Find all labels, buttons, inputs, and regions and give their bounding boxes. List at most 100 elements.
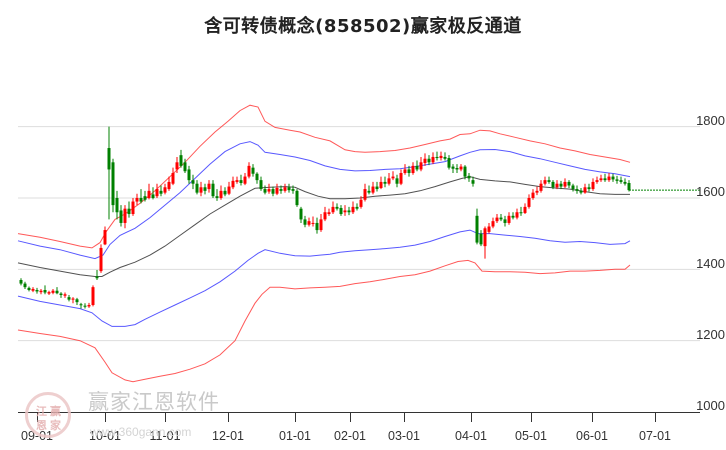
candle-up [123,208,127,223]
candle-up [535,190,539,193]
candle-down [223,190,227,195]
candle-up [207,183,211,190]
candle-down [375,186,379,190]
candle-down [159,190,163,194]
candle-down [263,189,267,193]
candle-down [615,179,619,181]
candle-up [391,176,395,179]
candle-down [551,181,555,188]
candle-up [135,197,139,202]
x-tick-label: 11-01 [149,429,181,443]
x-tick-label: 12-01 [212,429,244,443]
candle-up [283,187,287,191]
candle-down [567,181,571,186]
candle-down [455,168,459,170]
candle-up [523,206,527,213]
candle-down [315,222,319,231]
candle-up [327,212,331,215]
candle-down [27,287,31,291]
candle-up [419,162,423,170]
candle-up [171,173,175,184]
candle-up [231,180,235,188]
candle-down [447,158,451,168]
candle-up [595,180,599,182]
x-tick-label: 04-01 [455,429,487,443]
candle-up [607,176,611,181]
watermark-logo: 江 赢 恩 家 [25,392,71,438]
candle-up [31,288,35,291]
candle-down [35,290,39,292]
candle-down [603,178,607,181]
candle-down [587,187,591,190]
candle-down [579,190,583,193]
candle-down [127,208,131,215]
candle-up [439,155,443,159]
candle-up [491,221,495,227]
candle-up [235,180,239,182]
candle-down [139,197,143,202]
candle-down [575,189,579,191]
candle-down [559,183,563,187]
candle-down [471,180,475,184]
candle-up [515,212,519,218]
candle-down [355,206,359,209]
chart-title: 含可转债概念(858502)赢家极反通道 [204,16,522,37]
candle-up [99,247,103,272]
y-tick-label: 1400 [696,256,725,271]
x-tick-label: 06-01 [576,429,608,443]
candle-down [299,208,303,220]
candle-up [311,222,315,224]
y-tick-label: 1800 [696,113,725,128]
candle-down [23,283,27,288]
candle-down [295,190,299,206]
candle-down [303,219,307,225]
candle-down [407,169,411,174]
candle-down [475,215,479,243]
candle-down [627,182,631,191]
candle-up [555,183,559,188]
candle-up [399,173,403,184]
candle-up [331,206,335,213]
candle-up [71,298,75,300]
candle-up [411,165,415,174]
candle-up [91,287,95,305]
candle-down [107,148,111,170]
candle-down [255,173,259,181]
candle-up [543,180,547,184]
candle-down [111,162,115,206]
candle-down [191,180,195,184]
candle-down [291,189,295,191]
band-line-middle [17,176,630,277]
candle-up [63,294,67,296]
candle-up [323,212,327,220]
candle-down [183,162,187,172]
candle-up [371,186,375,193]
candle-down [463,166,467,177]
candle-down [499,217,503,220]
candle-down [511,215,515,218]
band-line-inner-lower [17,229,631,327]
candle-up [431,156,435,163]
candle-up [379,181,383,188]
candle-down [203,187,207,191]
candle-down [519,212,523,214]
candle-down [75,299,79,303]
watermark-url: www.360gann.com [90,425,192,439]
candle-down [195,183,199,193]
candle-down [279,189,283,191]
candle-down [479,233,483,245]
candle-down [19,280,23,284]
candle-down [547,180,551,182]
candle-down [335,206,339,209]
candle-down [271,189,275,194]
candle-down [415,165,419,170]
candle-down [259,180,263,190]
candle-up [423,158,427,164]
candle-down [151,194,155,198]
candle-up [167,181,171,190]
candle-down [59,293,63,296]
candle-up [319,219,323,231]
candle-down [239,180,243,183]
x-tick-label: 01-01 [279,429,311,443]
